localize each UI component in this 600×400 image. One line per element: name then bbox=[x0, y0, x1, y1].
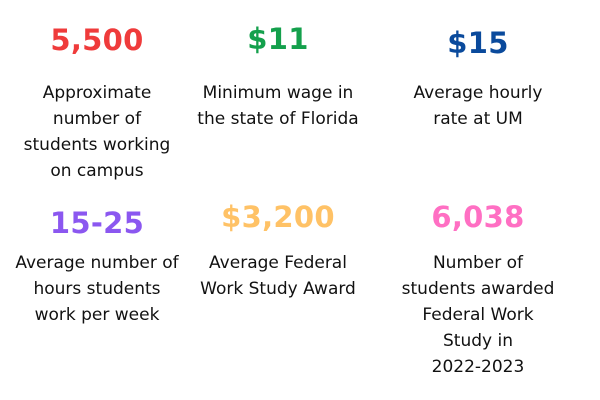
stat-label: Average hourly rate at UM bbox=[413, 83, 543, 129]
stat-label: Minimum wage in the state of Florida bbox=[197, 83, 359, 129]
stat-value: 15-25 bbox=[49, 206, 145, 240]
stat-value: 6,038 bbox=[431, 200, 525, 234]
stat-value: 5,500 bbox=[50, 23, 144, 57]
stat-label: Number of students awarded Federal Work … bbox=[401, 253, 555, 377]
stat-label: Average Federal Work Study Award bbox=[200, 253, 356, 299]
stat-value: $15 bbox=[447, 26, 509, 60]
stat-label: Approximate number of students working o… bbox=[23, 83, 171, 181]
stat-value: $3,200 bbox=[221, 200, 335, 234]
stat-label: Average number of hours students work pe… bbox=[15, 253, 179, 325]
stat-value: $11 bbox=[247, 22, 309, 56]
